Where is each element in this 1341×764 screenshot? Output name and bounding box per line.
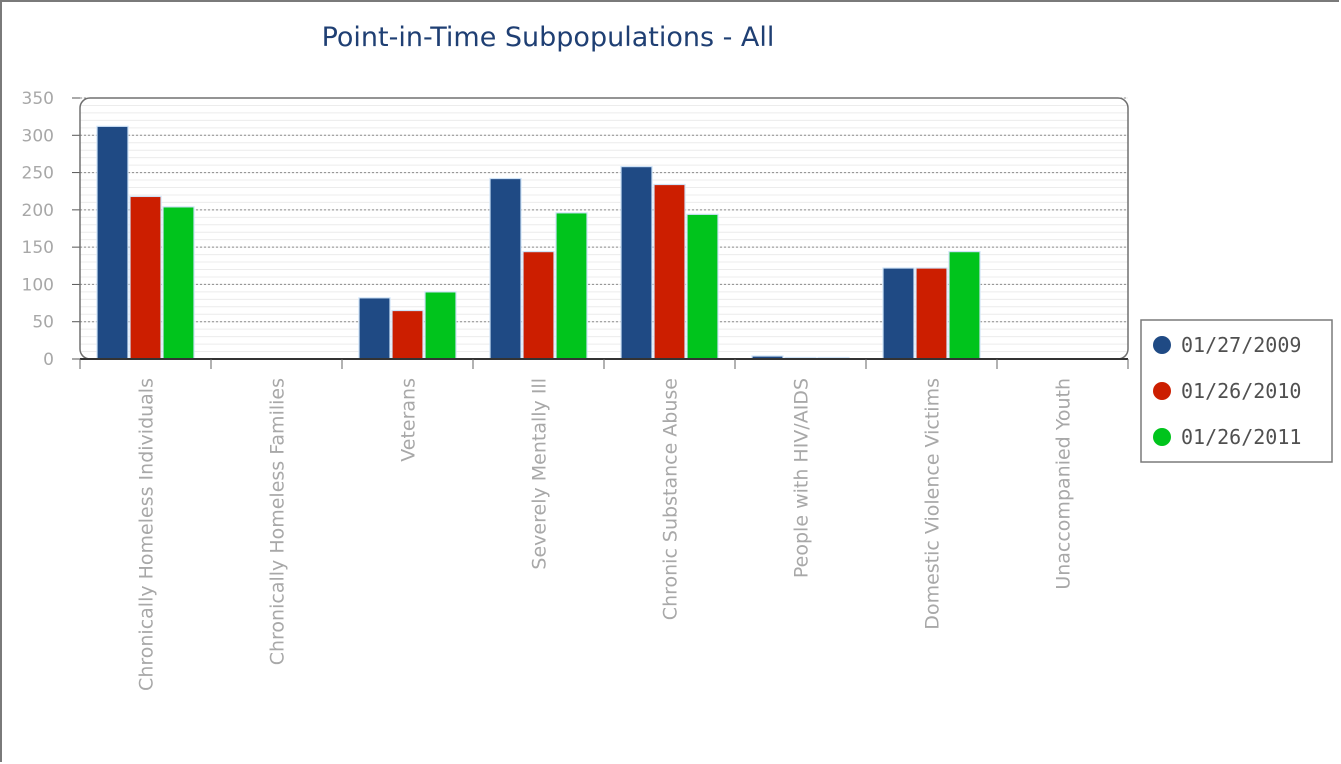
plot-area: 0 50 100 150 200 250 300 350 Chronically Homeles… bbox=[22, 89, 1129, 691]
category-label: Chronic Substance Abuse bbox=[660, 378, 682, 620]
legend: 01/27/2009 01/26/2010 01/26/2011 bbox=[1140, 319, 1333, 463]
y-tick-label: 250 bbox=[22, 164, 54, 184]
legend-entry: 01/27/2009 bbox=[1181, 333, 1301, 357]
y-tick-label: 300 bbox=[22, 126, 54, 146]
category-label: Chronically Homeless Families bbox=[267, 378, 289, 665]
chart-title: Point-in-Time Subpopulations - All bbox=[322, 22, 775, 53]
y-tick-label: 200 bbox=[22, 201, 54, 221]
bar-1-3 bbox=[358, 297, 391, 360]
bar-3-4 bbox=[555, 212, 588, 360]
y-tick-label: 50 bbox=[32, 313, 54, 333]
y-tick-label: 150 bbox=[22, 238, 54, 258]
legend-marker bbox=[1153, 428, 1171, 446]
bar-2-1 bbox=[129, 195, 162, 360]
category-label: People with HIV/AIDS bbox=[791, 378, 813, 578]
category-label: Domestic Violence Victims bbox=[922, 378, 944, 630]
category-label: Veterans bbox=[398, 378, 420, 462]
category-label: Chronically Homeless Individuals bbox=[136, 378, 158, 691]
bar-3-7 bbox=[948, 251, 981, 360]
bar-3-1 bbox=[162, 206, 195, 360]
bar-1-1 bbox=[96, 125, 129, 360]
bar-1-5 bbox=[620, 166, 653, 360]
category-label: Unaccompanied Youth bbox=[1053, 378, 1075, 590]
legend-entry: 01/26/2010 bbox=[1181, 379, 1301, 403]
bar-3-5 bbox=[686, 213, 719, 360]
bar-1-7 bbox=[882, 267, 915, 360]
bar-2-5 bbox=[653, 183, 686, 360]
bar-2-4 bbox=[522, 251, 555, 360]
y-tick-label: 350 bbox=[22, 89, 54, 109]
legend-box bbox=[1140, 319, 1333, 463]
y-tick-label: 100 bbox=[22, 275, 54, 295]
y-tick-label: 0 bbox=[43, 350, 54, 370]
bar-1-4 bbox=[489, 177, 522, 360]
bar-2-7 bbox=[915, 267, 948, 360]
bar-3-3 bbox=[424, 291, 457, 360]
bar-2-3 bbox=[391, 309, 424, 360]
legend-marker bbox=[1153, 382, 1171, 400]
category-label: Severely Mentally Ill bbox=[529, 378, 551, 570]
legend-marker bbox=[1153, 336, 1171, 354]
legend-entry: 01/26/2011 bbox=[1181, 425, 1301, 449]
